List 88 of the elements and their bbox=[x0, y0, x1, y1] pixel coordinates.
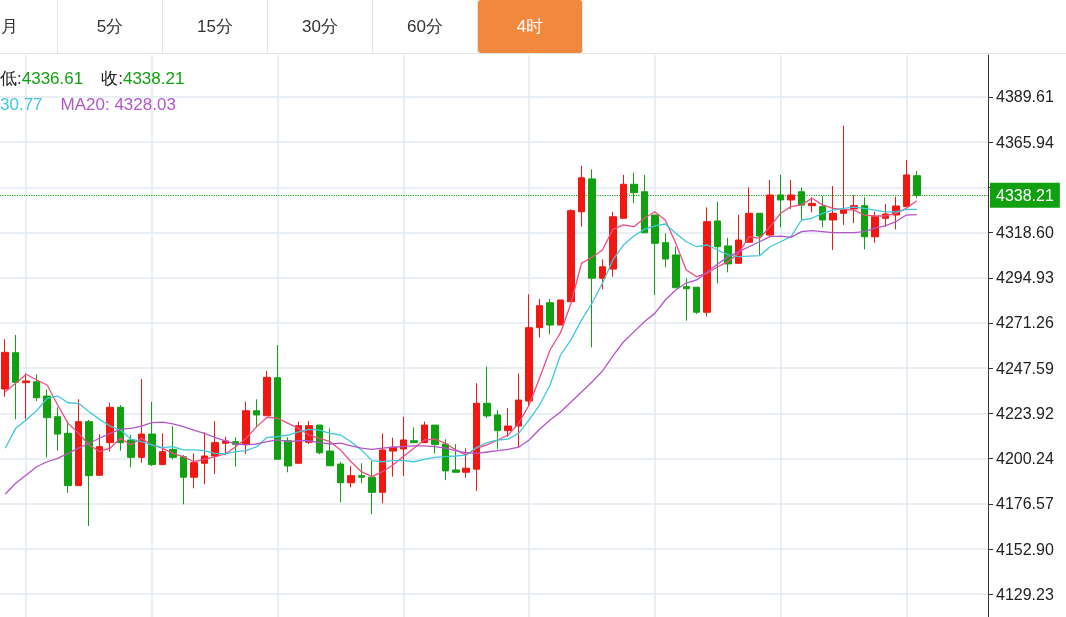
candlestick bbox=[745, 186, 753, 243]
candlestick bbox=[138, 378, 145, 464]
candlestick bbox=[683, 277, 690, 322]
candlestick bbox=[410, 426, 418, 444]
candlestick bbox=[85, 419, 93, 527]
y-tick-label: 4176.57 bbox=[996, 495, 1054, 513]
candlestick bbox=[672, 246, 680, 289]
candlestick bbox=[190, 452, 198, 489]
y-tick-label: 4318.60 bbox=[996, 224, 1054, 242]
candlestick bbox=[557, 299, 564, 326]
candlestick bbox=[599, 258, 606, 290]
candlestick bbox=[75, 398, 82, 487]
annotation: 收:4338.21 bbox=[101, 69, 185, 88]
y-tick-label: 4200.24 bbox=[996, 450, 1054, 468]
text: 4时 bbox=[478, 0, 583, 53]
candlestick bbox=[840, 125, 847, 226]
y-tick-label: 4152.90 bbox=[996, 540, 1054, 558]
candlestick bbox=[829, 185, 837, 251]
ref-line-label: 4338.21 bbox=[996, 186, 1054, 204]
candlestick bbox=[431, 424, 439, 454]
annotation: 低:4336.61 bbox=[0, 69, 84, 88]
candlestick bbox=[421, 421, 428, 444]
text: 60分 bbox=[373, 0, 478, 53]
candlestick bbox=[903, 159, 910, 208]
candlestick bbox=[536, 298, 543, 339]
candlestick bbox=[22, 372, 30, 420]
candlestick bbox=[368, 460, 376, 515]
candlestick bbox=[253, 398, 260, 428]
candlestick bbox=[662, 232, 669, 268]
candlestick bbox=[263, 370, 271, 417]
candlestick bbox=[651, 214, 659, 296]
candlestick bbox=[787, 179, 795, 210]
candlestick bbox=[159, 432, 166, 466]
y-tick-label: 4129.23 bbox=[996, 585, 1054, 603]
candlestick bbox=[96, 433, 103, 476]
candlestick bbox=[452, 443, 460, 473]
text: 月 bbox=[0, 0, 58, 53]
candlestick bbox=[358, 462, 365, 484]
candlestick bbox=[12, 334, 19, 420]
candlestick bbox=[400, 416, 407, 477]
y-tick-label: 4294.93 bbox=[996, 269, 1054, 287]
candlestick bbox=[525, 293, 533, 408]
candlestick bbox=[693, 286, 700, 315]
candlestick bbox=[326, 427, 334, 467]
y-tick-label: 4247.59 bbox=[996, 359, 1054, 377]
candlestick bbox=[127, 434, 135, 468]
candlestick bbox=[871, 211, 879, 244]
candlestick bbox=[347, 465, 355, 488]
candlestick bbox=[180, 454, 187, 505]
candlestick bbox=[620, 174, 627, 219]
candlestick bbox=[274, 344, 281, 460]
candlestick bbox=[148, 401, 156, 467]
y-tick-label: 4389.61 bbox=[996, 88, 1054, 106]
candlestick bbox=[106, 402, 114, 453]
annotation: MA20: 4328.03 bbox=[60, 95, 176, 114]
candlestick bbox=[1, 338, 9, 398]
candlestick bbox=[473, 382, 480, 492]
candlestick bbox=[211, 420, 219, 475]
candlestick bbox=[54, 406, 61, 452]
candlestick bbox=[494, 409, 501, 450]
candlestick bbox=[578, 165, 585, 228]
candlestick bbox=[703, 206, 711, 318]
candlestick bbox=[337, 461, 344, 503]
candlestick bbox=[808, 196, 816, 213]
candlestick bbox=[756, 212, 763, 256]
text: 15分 bbox=[163, 0, 268, 53]
candlestick bbox=[546, 298, 554, 335]
candlestick bbox=[819, 195, 826, 228]
candlestick bbox=[483, 366, 491, 419]
candlestick bbox=[201, 431, 208, 485]
candlestick bbox=[284, 436, 292, 473]
candlestick bbox=[33, 373, 40, 402]
candlestick bbox=[609, 211, 617, 278]
candlestick bbox=[379, 432, 386, 504]
y-tick-label: 4271.26 bbox=[996, 314, 1054, 332]
text: 5分 bbox=[58, 0, 163, 53]
candlestick bbox=[515, 372, 522, 448]
annotation: 30.77 bbox=[0, 95, 43, 114]
candlestick bbox=[43, 388, 51, 458]
y-tick-label: 4223.92 bbox=[996, 404, 1054, 422]
candlestick bbox=[714, 201, 721, 284]
candlestick bbox=[242, 401, 250, 455]
candlestick bbox=[462, 447, 470, 479]
candlestick bbox=[567, 208, 575, 303]
text: 30分 bbox=[268, 0, 373, 53]
candlestick bbox=[504, 407, 512, 438]
y-tick-label: 4365.94 bbox=[996, 133, 1054, 151]
candlestick bbox=[766, 179, 774, 238]
